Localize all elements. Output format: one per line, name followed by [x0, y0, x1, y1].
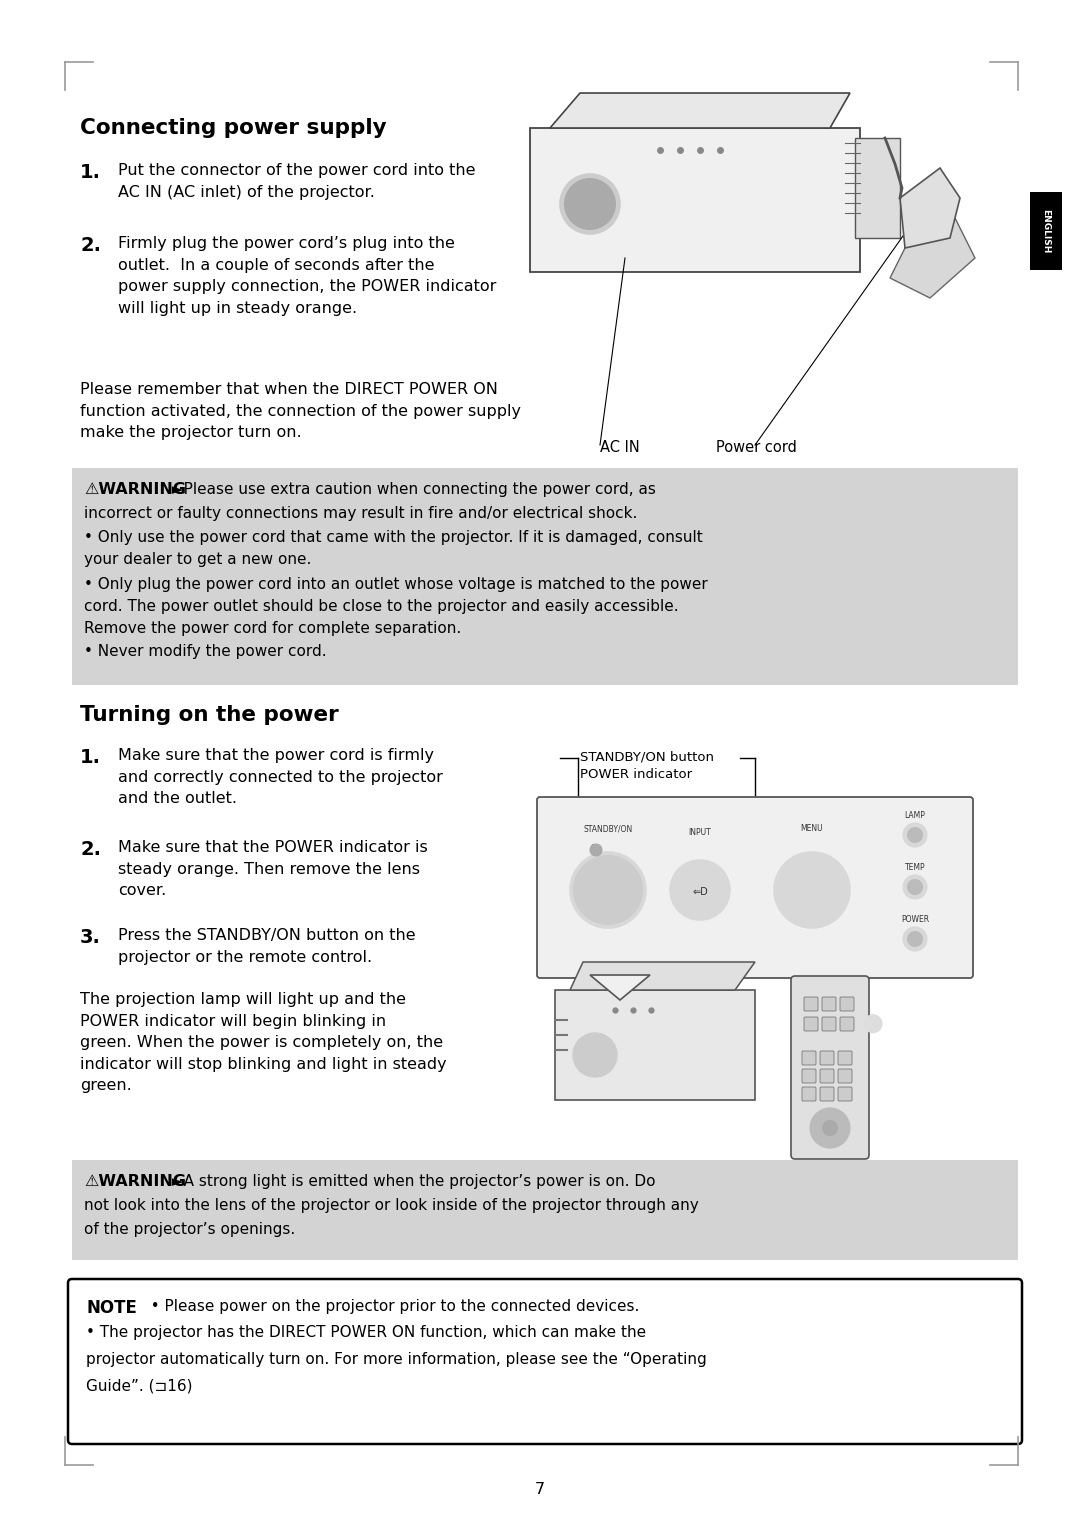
FancyBboxPatch shape: [555, 989, 755, 1099]
Text: 1.: 1.: [80, 163, 102, 182]
Text: 0I: 0I: [591, 844, 597, 851]
Circle shape: [810, 1109, 850, 1148]
FancyBboxPatch shape: [840, 1017, 854, 1031]
FancyBboxPatch shape: [791, 976, 869, 1159]
Text: POWER: POWER: [901, 915, 929, 924]
Text: Power cord: Power cord: [716, 440, 797, 455]
Text: STANDBY/ON button: STANDBY/ON button: [580, 750, 714, 764]
Text: • Never modify the power cord.: • Never modify the power cord.: [84, 644, 326, 658]
Text: Turning on the power: Turning on the power: [80, 705, 339, 725]
Text: Put the connector of the power cord into the
AC IN (AC inlet) of the projector.: Put the connector of the power cord into…: [118, 163, 475, 200]
Text: INPUT: INPUT: [689, 828, 712, 837]
Text: Connecting power supply: Connecting power supply: [80, 118, 387, 137]
Text: ⚠WARNING: ⚠WARNING: [84, 483, 186, 496]
Text: of the projector’s openings.: of the projector’s openings.: [84, 1223, 295, 1237]
FancyBboxPatch shape: [530, 128, 860, 272]
Text: NOTE: NOTE: [86, 1299, 137, 1316]
Text: Guide”. (⊐16): Guide”. (⊐16): [86, 1379, 192, 1393]
Text: ►A strong light is emitted when the projector’s power is on. Do: ►A strong light is emitted when the proj…: [167, 1174, 656, 1190]
FancyBboxPatch shape: [537, 797, 973, 977]
Text: not look into the lens of the projector or look inside of the projector through : not look into the lens of the projector …: [84, 1199, 699, 1212]
Text: projector automatically turn on. For more information, please see the “Operating: projector automatically turn on. For mor…: [86, 1351, 706, 1367]
Circle shape: [564, 179, 616, 231]
FancyBboxPatch shape: [840, 997, 854, 1011]
FancyBboxPatch shape: [68, 1280, 1022, 1445]
FancyBboxPatch shape: [820, 1069, 834, 1083]
Text: your dealer to get a new one.: your dealer to get a new one.: [84, 553, 311, 568]
Circle shape: [864, 1015, 882, 1032]
FancyBboxPatch shape: [72, 1161, 1018, 1260]
Polygon shape: [550, 93, 850, 128]
Circle shape: [590, 844, 602, 857]
Text: 3.: 3.: [80, 928, 100, 947]
Text: Press the STANDBY/ON button on the
projector or the remote control.: Press the STANDBY/ON button on the proje…: [118, 928, 416, 965]
Text: The projection lamp will light up and the
POWER indicator will begin blinking in: The projection lamp will light up and th…: [80, 993, 447, 1093]
Text: Make sure that the POWER indicator is
steady orange. Then remove the lens
cover.: Make sure that the POWER indicator is st…: [118, 840, 428, 898]
FancyBboxPatch shape: [804, 997, 818, 1011]
Text: • Only use the power cord that came with the projector. If it is damaged, consul: • Only use the power cord that came with…: [84, 530, 703, 545]
Text: 2.: 2.: [80, 237, 102, 255]
Circle shape: [907, 828, 923, 843]
FancyBboxPatch shape: [820, 1087, 834, 1101]
FancyBboxPatch shape: [802, 1051, 816, 1064]
Circle shape: [561, 174, 620, 234]
Circle shape: [907, 880, 923, 895]
Polygon shape: [890, 218, 975, 298]
FancyBboxPatch shape: [802, 1069, 816, 1083]
Polygon shape: [590, 976, 650, 1000]
FancyBboxPatch shape: [820, 1051, 834, 1064]
Polygon shape: [570, 962, 755, 989]
Circle shape: [573, 855, 643, 925]
Text: Remove the power cord for complete separation.: Remove the power cord for complete separ…: [84, 620, 461, 635]
Polygon shape: [900, 168, 960, 247]
Text: 7: 7: [535, 1483, 545, 1496]
Text: Make sure that the power cord is firmly
and correctly connected to the projector: Make sure that the power cord is firmly …: [118, 748, 443, 806]
Text: Please remember that when the DIRECT POWER ON
function activated, the connection: Please remember that when the DIRECT POW…: [80, 382, 521, 440]
Circle shape: [573, 1032, 617, 1077]
FancyBboxPatch shape: [838, 1087, 852, 1101]
Text: TEMP: TEMP: [905, 863, 926, 872]
Circle shape: [774, 852, 850, 928]
FancyBboxPatch shape: [72, 467, 1018, 686]
Text: AC IN: AC IN: [600, 440, 639, 455]
Text: 1.: 1.: [80, 748, 102, 767]
Circle shape: [907, 931, 923, 947]
Circle shape: [903, 927, 927, 951]
Circle shape: [903, 875, 927, 899]
Text: LAMP: LAMP: [905, 811, 926, 820]
Text: 2.: 2.: [80, 840, 102, 860]
Text: ►Please use extra caution when connecting the power cord, as: ►Please use extra caution when connectin…: [167, 483, 656, 496]
Text: • Only plug the power cord into an outlet whose voltage is matched to the power: • Only plug the power cord into an outle…: [84, 577, 707, 591]
FancyBboxPatch shape: [802, 1087, 816, 1101]
FancyBboxPatch shape: [822, 1017, 836, 1031]
Text: ENGLISH: ENGLISH: [1041, 209, 1051, 253]
Text: incorrect or faulty connections may result in fire and/or electrical shock.: incorrect or faulty connections may resu…: [84, 505, 637, 521]
FancyBboxPatch shape: [838, 1051, 852, 1064]
Text: ⚠WARNING: ⚠WARNING: [84, 1174, 186, 1190]
FancyBboxPatch shape: [804, 1017, 818, 1031]
Circle shape: [570, 852, 646, 928]
FancyBboxPatch shape: [822, 997, 836, 1011]
Text: • The projector has the DIRECT POWER ON function, which can make the: • The projector has the DIRECT POWER ON …: [86, 1325, 646, 1341]
Text: STANDBY/ON: STANDBY/ON: [583, 825, 633, 834]
Text: • Please power on the projector prior to the connected devices.: • Please power on the projector prior to…: [141, 1299, 639, 1315]
Text: POWER indicator: POWER indicator: [580, 768, 692, 780]
Text: ⇐D: ⇐D: [692, 887, 707, 896]
FancyBboxPatch shape: [855, 137, 900, 238]
FancyBboxPatch shape: [838, 1069, 852, 1083]
Circle shape: [903, 823, 927, 847]
Text: cord. The power outlet should be close to the projector and easily accessible.: cord. The power outlet should be close t…: [84, 599, 678, 614]
Circle shape: [822, 1119, 838, 1136]
FancyBboxPatch shape: [1030, 192, 1062, 270]
Circle shape: [670, 860, 730, 919]
Text: Firmly plug the power cord’s plug into the
outlet.  In a couple of seconds after: Firmly plug the power cord’s plug into t…: [118, 237, 497, 316]
Text: MENU: MENU: [800, 825, 823, 834]
